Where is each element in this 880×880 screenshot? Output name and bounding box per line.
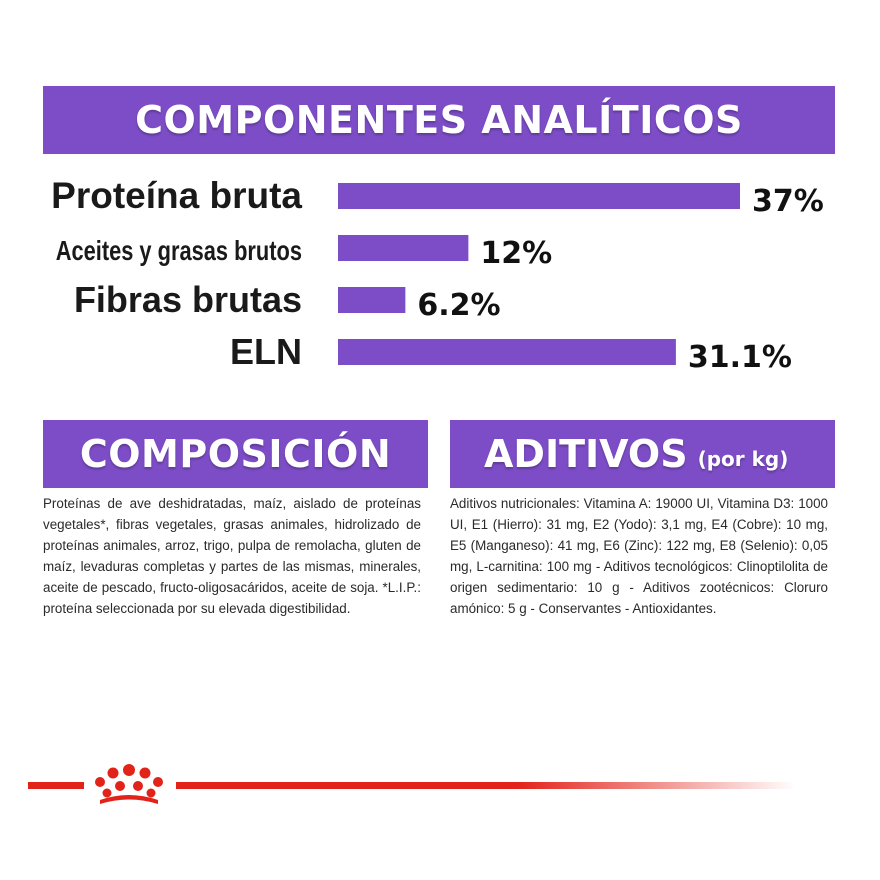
value-label-0: 37% [752, 184, 824, 219]
category-label-3: ELN [230, 331, 302, 372]
composition-text: Proteínas de ave deshidratadas, maíz, ai… [43, 496, 421, 616]
composition-title: COMPOSICIÓN [79, 432, 392, 476]
bar-1 [338, 235, 469, 261]
additives-text: Aditivos nutricionales: Vitamina A: 1900… [450, 496, 828, 616]
royal-canin-crown-icon [95, 764, 163, 804]
analytical-components-banner: COMPONENTES ANALÍTICOS [43, 86, 835, 154]
additives-title: ADITIVOS [484, 432, 688, 476]
additives-banner: ADITIVOS (por kg) [450, 420, 835, 488]
footer-line-left [28, 782, 84, 789]
analytical-components-chart: Proteína bruta 37% Aceites y grasas brutos… [51, 175, 824, 375]
value-label-1: 12% [480, 236, 552, 271]
analytical-components-title: COMPONENTES ANALÍTICOS [135, 98, 743, 142]
additives-unit: (por kg) [697, 447, 789, 471]
category-label-2: Fibras brutas [74, 279, 302, 320]
category-label-0: Proteína bruta [51, 175, 302, 216]
value-label-3: 31.1% [688, 340, 792, 375]
bar-2 [338, 287, 406, 313]
value-label-2: 6.2% [417, 288, 500, 323]
bar-3 [338, 339, 676, 365]
category-label-1: Aceites y grasas brutos [56, 235, 302, 266]
footer-line-right [176, 782, 796, 789]
bar-0 [338, 183, 740, 209]
composition-banner: COMPOSICIÓN [43, 420, 428, 488]
